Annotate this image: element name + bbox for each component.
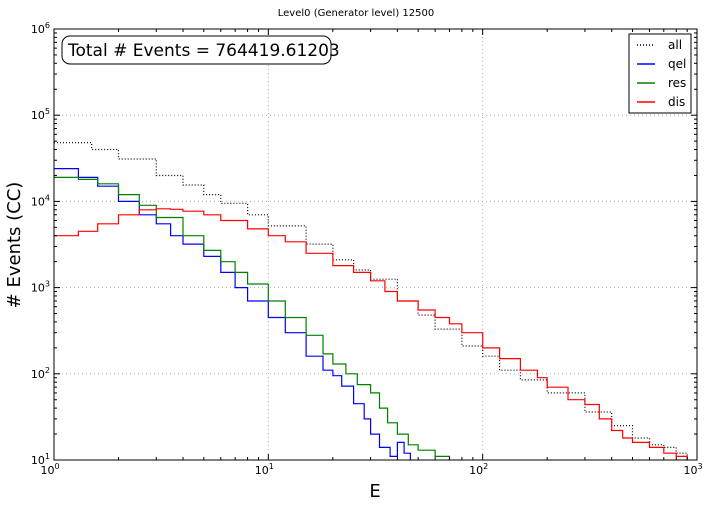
legend-frame — [628, 33, 692, 114]
legend-label-res: res — [668, 76, 686, 90]
annotation-text: Total # Events = 764419.61203 — [67, 41, 340, 61]
ticks — [53, 28, 698, 461]
x-axis-label: E — [369, 481, 380, 502]
series-layer — [54, 142, 688, 460]
annotation-box: Total # Events = 764419.61203 — [61, 35, 340, 65]
x-tick-label: 103 — [683, 462, 702, 477]
y-tick-label: 105 — [31, 107, 50, 122]
y-tick-label: 102 — [31, 366, 50, 381]
series-res-line — [54, 176, 451, 460]
annotation-frame — [61, 35, 332, 65]
plot-frame — [53, 28, 698, 461]
legend-label-dis: dis — [668, 95, 685, 109]
legend-label-all: all — [668, 38, 682, 52]
legend-label-qel: qel — [668, 57, 686, 71]
y-tick-label: 104 — [31, 193, 50, 208]
y-axis-label: # Events (CC) — [4, 182, 25, 309]
y-tick-label: 103 — [31, 280, 50, 295]
legend: all qel res dis — [628, 33, 692, 114]
series-dis-line — [54, 208, 688, 460]
chart-title: Level0 (Generator level) 12500 — [278, 8, 434, 19]
y-tick-label: 101 — [31, 452, 50, 467]
x-tick-label: 100 — [40, 462, 59, 477]
x-tick-label: 101 — [255, 462, 274, 477]
y-tick-label: 106 — [31, 21, 50, 36]
x-tick-label: 102 — [469, 462, 488, 477]
